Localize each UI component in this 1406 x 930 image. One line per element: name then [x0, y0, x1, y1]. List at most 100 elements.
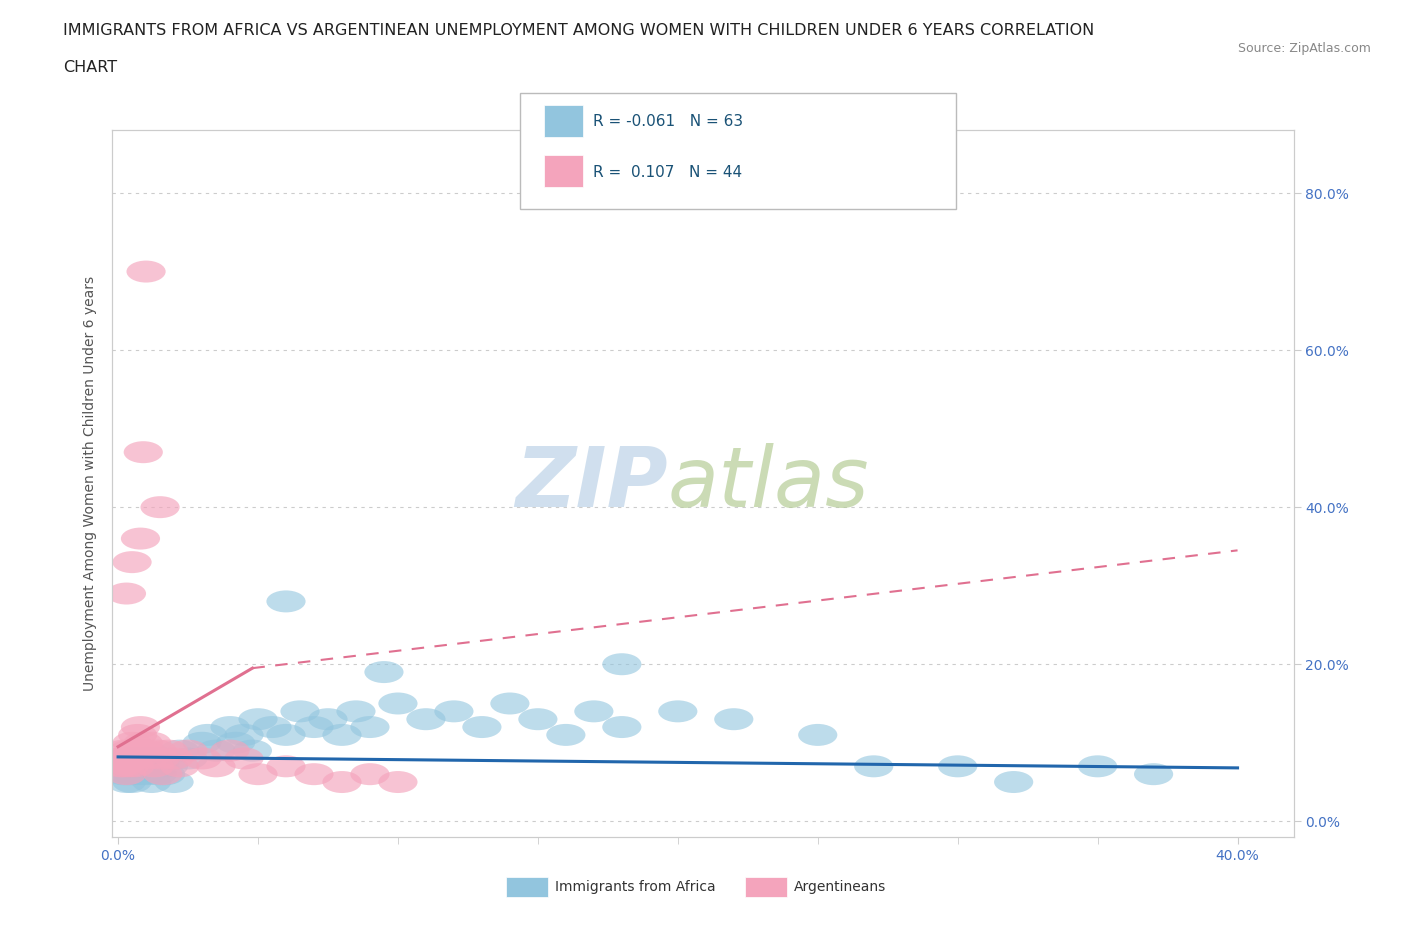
Ellipse shape [115, 748, 155, 769]
Ellipse shape [127, 764, 166, 785]
Text: R =  0.107   N = 44: R = 0.107 N = 44 [593, 165, 742, 179]
Text: ZIP: ZIP [515, 443, 668, 525]
Ellipse shape [853, 755, 893, 777]
Ellipse shape [149, 739, 188, 762]
Ellipse shape [118, 748, 157, 769]
Ellipse shape [378, 693, 418, 714]
Text: Source: ZipAtlas.com: Source: ZipAtlas.com [1237, 42, 1371, 55]
Ellipse shape [135, 755, 174, 777]
Ellipse shape [104, 755, 143, 777]
Ellipse shape [463, 716, 502, 738]
Ellipse shape [406, 709, 446, 730]
Text: Immigrants from Africa: Immigrants from Africa [555, 880, 716, 895]
Ellipse shape [211, 739, 250, 762]
Ellipse shape [101, 748, 141, 769]
Ellipse shape [197, 739, 236, 762]
Ellipse shape [146, 764, 186, 785]
Ellipse shape [121, 716, 160, 738]
Ellipse shape [138, 764, 177, 785]
Ellipse shape [107, 748, 146, 769]
Ellipse shape [112, 771, 152, 793]
Ellipse shape [107, 755, 146, 777]
Ellipse shape [124, 755, 163, 777]
Ellipse shape [378, 771, 418, 793]
Ellipse shape [115, 764, 155, 785]
Ellipse shape [225, 724, 263, 746]
Ellipse shape [104, 739, 143, 762]
Ellipse shape [266, 755, 305, 777]
Ellipse shape [266, 591, 305, 612]
Ellipse shape [155, 748, 194, 769]
Ellipse shape [350, 716, 389, 738]
Ellipse shape [336, 700, 375, 723]
Ellipse shape [217, 732, 256, 753]
Ellipse shape [141, 748, 180, 769]
Ellipse shape [104, 764, 143, 785]
Ellipse shape [138, 739, 177, 762]
Ellipse shape [101, 755, 141, 777]
Ellipse shape [519, 709, 557, 730]
Ellipse shape [110, 739, 149, 762]
Ellipse shape [491, 693, 530, 714]
Text: Argentineans: Argentineans [794, 880, 887, 895]
Ellipse shape [104, 755, 143, 777]
Ellipse shape [547, 724, 585, 746]
Ellipse shape [112, 748, 152, 769]
Ellipse shape [602, 653, 641, 675]
Ellipse shape [239, 709, 277, 730]
Ellipse shape [183, 748, 222, 769]
Ellipse shape [350, 764, 389, 785]
Ellipse shape [118, 724, 157, 746]
Ellipse shape [129, 748, 169, 769]
Ellipse shape [160, 755, 200, 777]
Ellipse shape [143, 764, 183, 785]
Ellipse shape [121, 764, 160, 785]
Ellipse shape [294, 764, 333, 785]
Ellipse shape [183, 732, 222, 753]
Text: R = -0.061   N = 63: R = -0.061 N = 63 [593, 114, 744, 129]
Ellipse shape [434, 700, 474, 723]
Ellipse shape [101, 748, 141, 769]
Ellipse shape [714, 709, 754, 730]
Ellipse shape [239, 764, 277, 785]
Text: IMMIGRANTS FROM AFRICA VS ARGENTINEAN UNEMPLOYMENT AMONG WOMEN WITH CHILDREN UND: IMMIGRANTS FROM AFRICA VS ARGENTINEAN UN… [63, 23, 1094, 38]
Ellipse shape [280, 700, 319, 723]
Ellipse shape [110, 764, 149, 785]
Ellipse shape [658, 700, 697, 723]
Ellipse shape [112, 551, 152, 573]
Ellipse shape [141, 755, 180, 777]
Ellipse shape [155, 771, 194, 793]
Ellipse shape [112, 755, 152, 777]
Ellipse shape [132, 771, 172, 793]
Ellipse shape [149, 755, 188, 777]
Ellipse shape [938, 755, 977, 777]
Ellipse shape [132, 732, 172, 753]
Ellipse shape [364, 661, 404, 683]
Ellipse shape [322, 724, 361, 746]
Ellipse shape [121, 527, 160, 550]
Ellipse shape [135, 748, 174, 769]
Ellipse shape [197, 755, 236, 777]
Ellipse shape [129, 755, 169, 777]
Ellipse shape [160, 739, 200, 762]
Ellipse shape [233, 739, 271, 762]
Ellipse shape [322, 771, 361, 793]
Ellipse shape [169, 739, 208, 762]
Ellipse shape [118, 755, 157, 777]
Ellipse shape [169, 748, 208, 769]
Ellipse shape [266, 724, 305, 746]
Ellipse shape [107, 764, 146, 785]
Ellipse shape [188, 724, 228, 746]
Ellipse shape [253, 716, 291, 738]
Ellipse shape [1078, 755, 1118, 777]
Ellipse shape [127, 739, 166, 762]
Ellipse shape [994, 771, 1033, 793]
Ellipse shape [308, 709, 347, 730]
Ellipse shape [107, 582, 146, 604]
Ellipse shape [141, 497, 180, 518]
Ellipse shape [112, 732, 152, 753]
Ellipse shape [110, 755, 149, 777]
Ellipse shape [115, 739, 155, 762]
Ellipse shape [143, 748, 183, 769]
Text: CHART: CHART [63, 60, 117, 75]
